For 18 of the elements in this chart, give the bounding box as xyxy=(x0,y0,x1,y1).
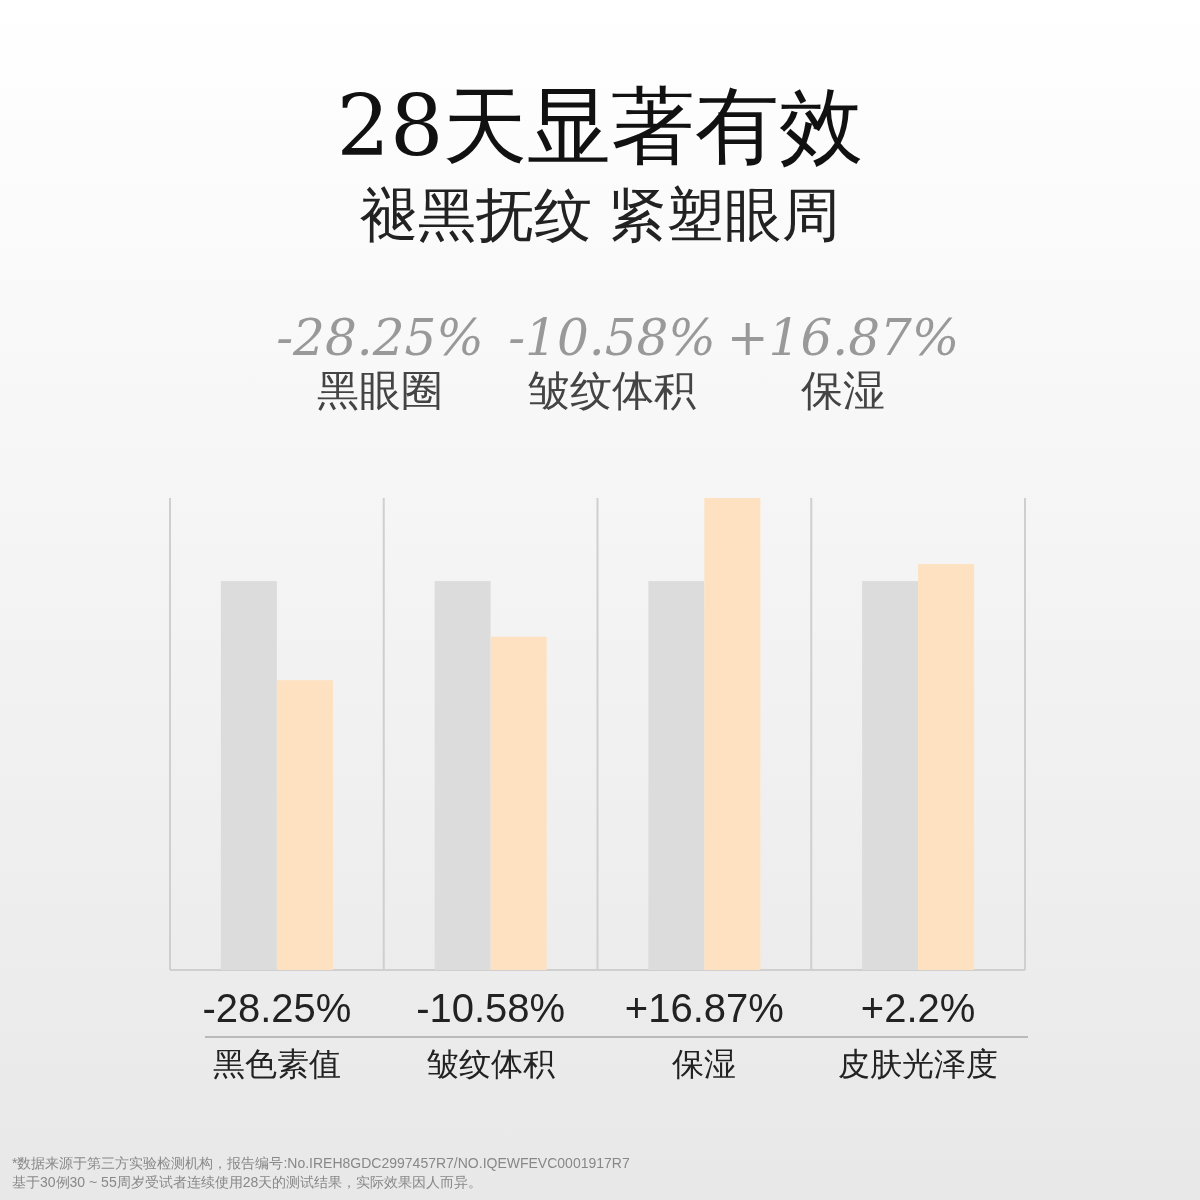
text: +16.87% xyxy=(726,309,960,367)
text: -28.25% xyxy=(202,986,352,1030)
x-tick-label: 皮肤光泽度 xyxy=(838,1046,999,1082)
text: 黑眼圈 xyxy=(317,367,443,414)
text: +16.87% xyxy=(624,986,784,1030)
text: -28.25% xyxy=(276,309,484,367)
text: *数据来源于第三方实验检测机构，报告编号:No.IREH8GDC2997457R7/NO.IQEWFEVC0001917R7 xyxy=(12,1155,630,1171)
text: 基于30例30 ~ 55周岁受试者连续使用28天的测试结果，实际效果因人而异。 xyxy=(12,1174,483,1190)
x-tick-label: 黑色素值 xyxy=(212,1046,341,1082)
text: -10.58% xyxy=(508,309,716,367)
x-tick-label: 皱纹体积 xyxy=(426,1046,555,1082)
text: 保湿 xyxy=(801,367,885,414)
text: +2.2% xyxy=(860,986,976,1030)
chart-subtitle: 褪黑抚纹 紧塑眼周 xyxy=(359,182,841,247)
chart-title: 28天显著有效 xyxy=(336,77,864,175)
text: -10.58% xyxy=(416,986,566,1030)
x-tick-label: 保湿 xyxy=(672,1046,737,1082)
text: 皱纹体积 xyxy=(528,367,696,414)
